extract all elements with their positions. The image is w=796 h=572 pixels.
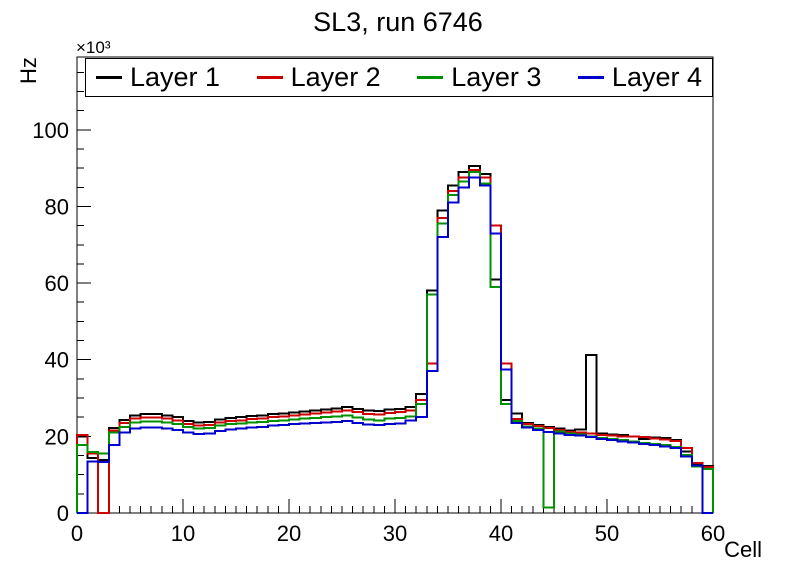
legend-box: Layer 1 Layer 2 Layer 3 Layer 4: [85, 58, 713, 97]
x-tick-label: 10: [171, 521, 195, 546]
x-tick-label: 20: [277, 521, 301, 546]
legend-item-layer-1: Layer 1: [96, 64, 220, 91]
y-tick-label: 60: [45, 271, 69, 296]
x-axis-title: Cell: [724, 537, 762, 562]
series-layer-3: [76, 170, 714, 513]
y-tick-label: 20: [45, 424, 69, 449]
series-layer-2: [76, 169, 714, 514]
series-layer-1: [76, 165, 714, 513]
legend-label: Layer 1: [130, 62, 221, 92]
layer-4-line-marker: [577, 76, 604, 79]
layer-2-line-marker: [256, 76, 283, 79]
series-layer-4: [77, 176, 713, 514]
y-axis-title: Hz: [16, 57, 41, 84]
layer-1-line-marker: [96, 76, 122, 79]
x-tick-label: 40: [489, 521, 513, 546]
plot-title: SL3, run 6746: [313, 7, 483, 37]
legend-label: Layer 3: [451, 62, 542, 92]
y-tick-label: 40: [45, 348, 69, 373]
x-tick-label: 60: [701, 521, 725, 546]
x-tick-label: 0: [71, 521, 83, 546]
legend-item-layer-4: Layer 4: [577, 62, 702, 92]
y-tick-label: 0: [57, 501, 69, 526]
y-tick-label: 80: [45, 194, 69, 219]
legend-item-layer-2: Layer 2: [256, 62, 381, 92]
legend-label: Layer 2: [290, 62, 381, 92]
plot-frame: [76, 56, 714, 514]
y-tick-label: 100: [32, 118, 69, 143]
legend-item-layer-3: Layer 3: [417, 64, 541, 91]
x-tick-label: 50: [595, 521, 619, 546]
layer-3-line-marker: [417, 76, 444, 79]
x-tick-label: 30: [383, 521, 407, 546]
y-axis-multiplier: ×10³: [76, 38, 111, 57]
legend-label: Layer 4: [611, 62, 702, 92]
